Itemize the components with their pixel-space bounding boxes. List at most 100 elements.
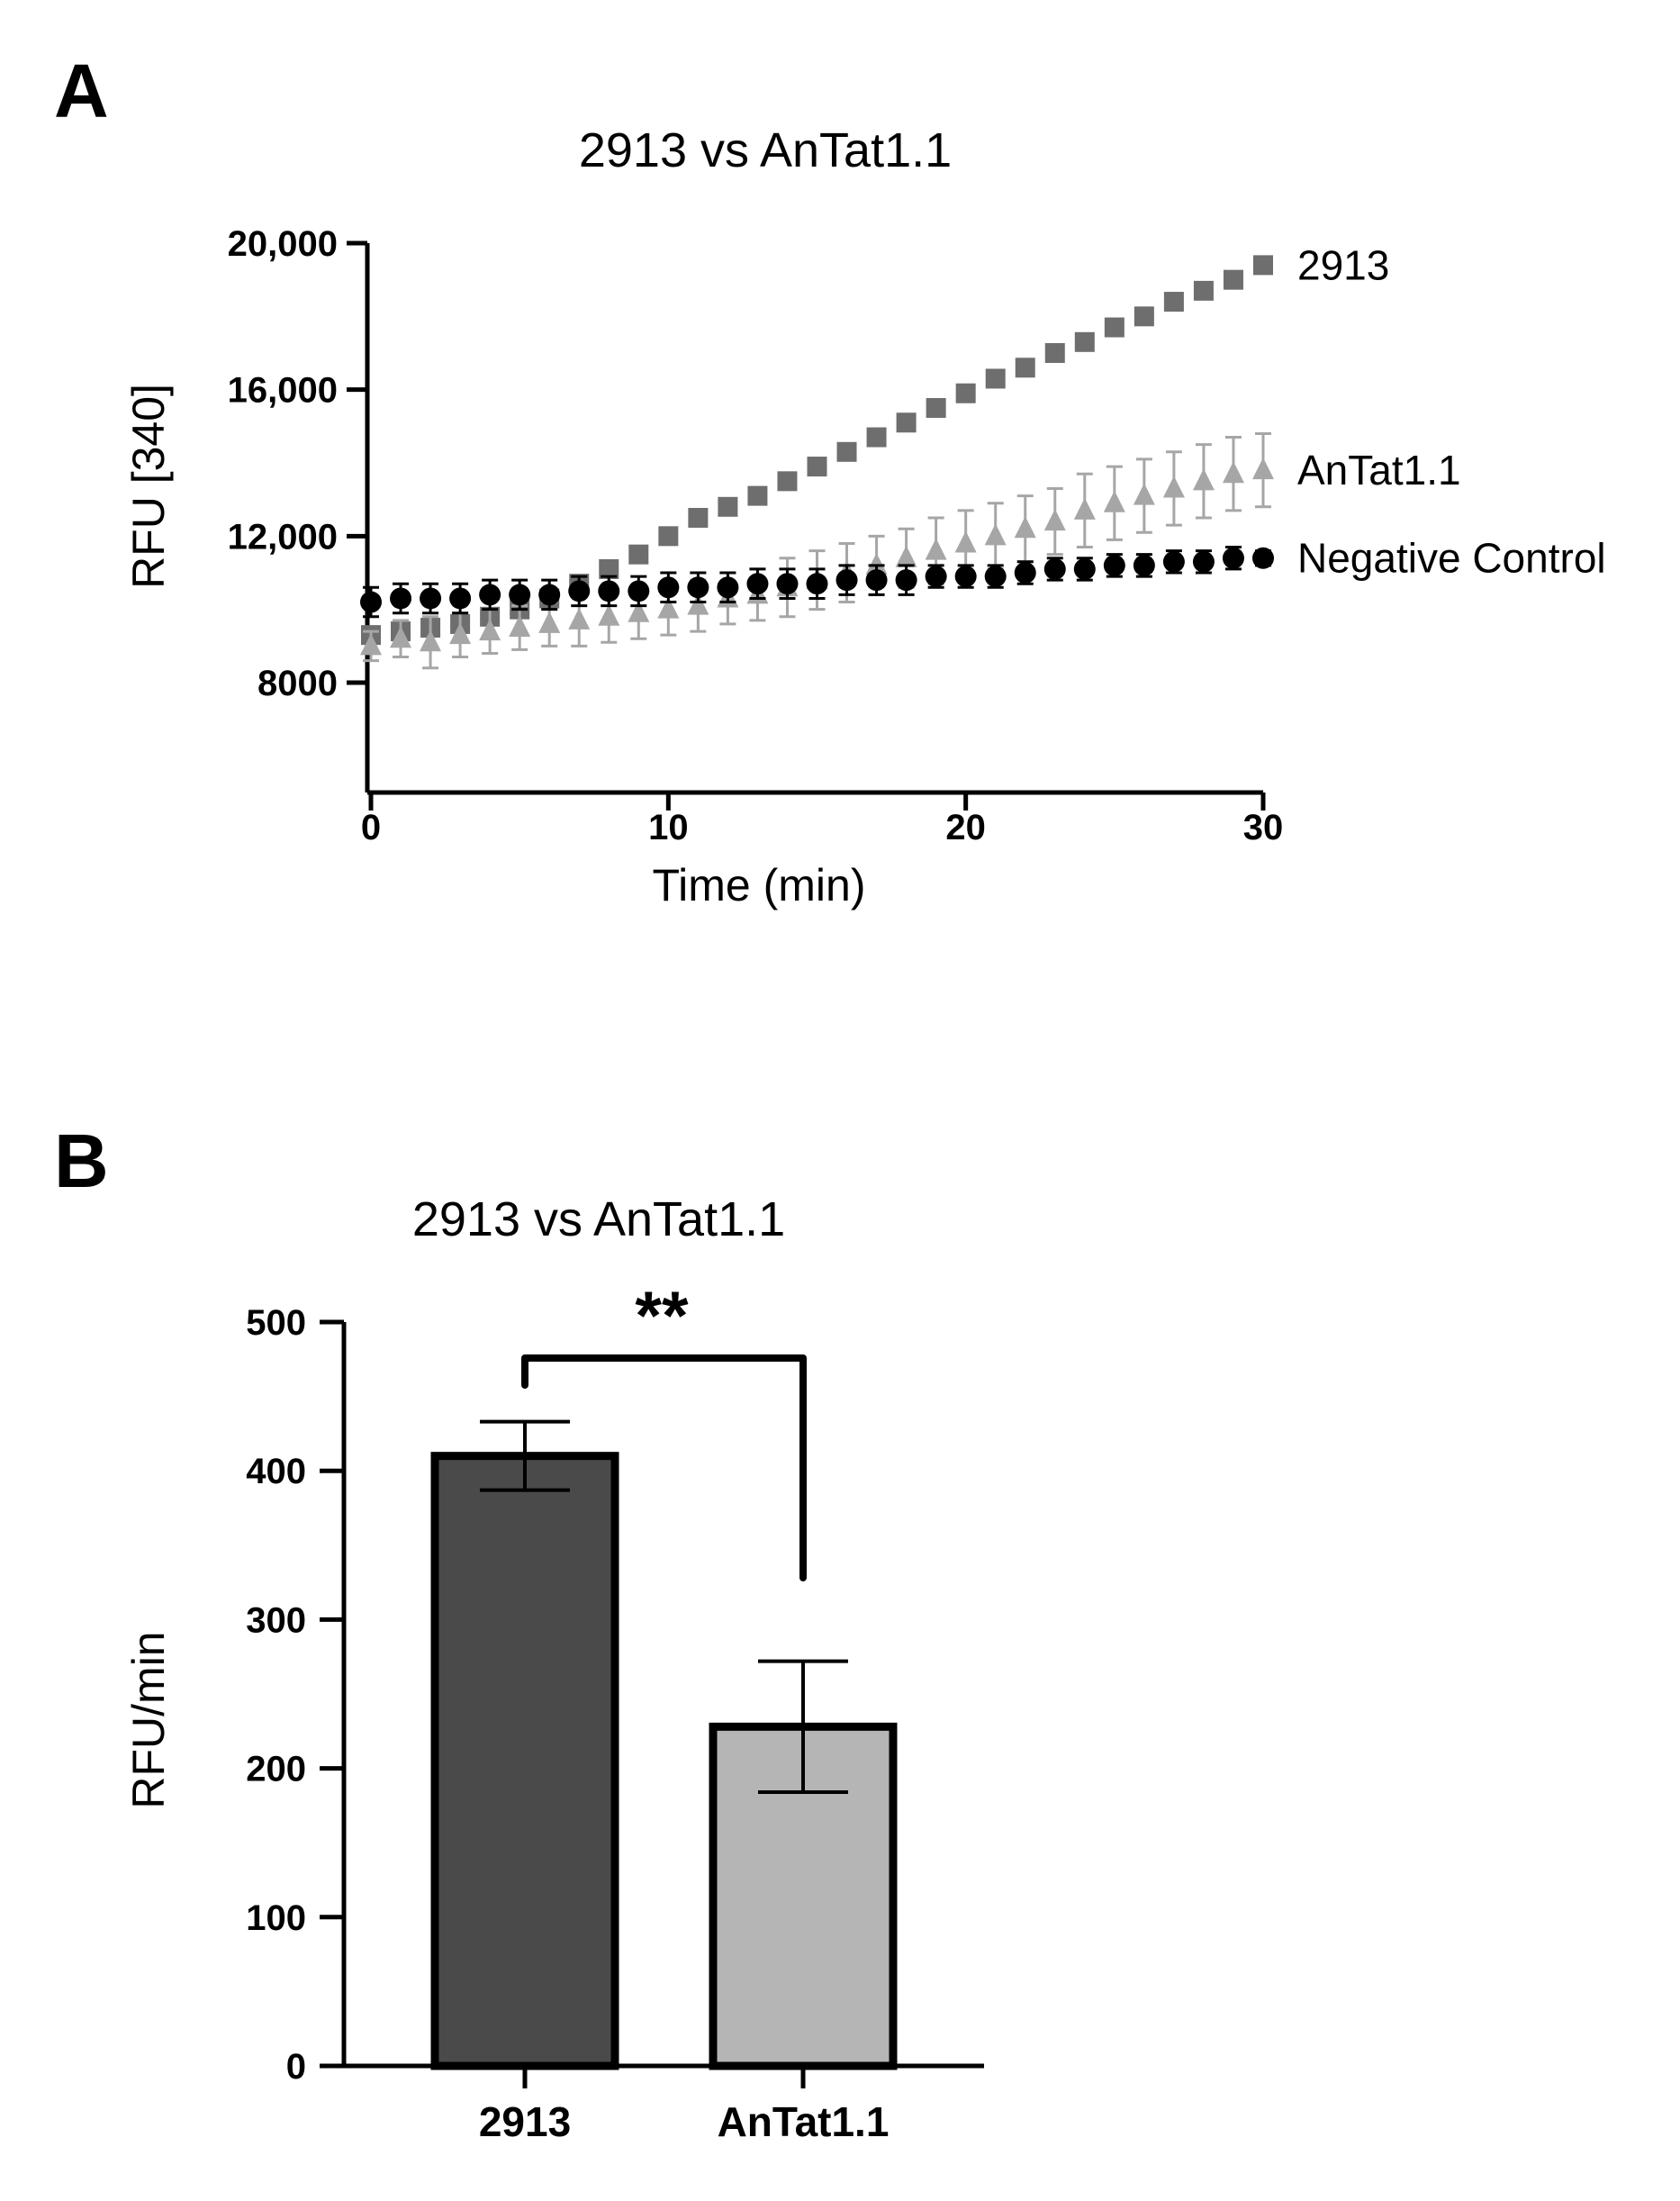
data-point: [420, 587, 442, 610]
data-point: [390, 587, 412, 610]
data-point: [1103, 490, 1125, 512]
data-point: [1252, 547, 1274, 569]
data-point: [1073, 497, 1096, 520]
panel-a-x-tick-label: 10: [648, 808, 689, 847]
data-point: [866, 427, 887, 448]
panel-a-x-tick-label: 20: [945, 808, 986, 847]
data-point: [806, 573, 828, 595]
panel-a-y-tick-label: 16,000: [228, 371, 338, 411]
data-point: [1014, 516, 1036, 539]
data-point: [360, 591, 382, 613]
data-point: [747, 485, 768, 506]
data-point: [1193, 280, 1214, 301]
panel-b-y-ticks: 0 100 200 300 400 500: [246, 1303, 344, 2087]
data-point: [479, 619, 501, 641]
data-point: [925, 566, 947, 588]
panel-a-y-axis-label: RFU [340]: [123, 384, 174, 589]
bar-2913: [430, 1452, 619, 2070]
data-point: [954, 566, 977, 588]
panel-b-letter: B: [54, 1119, 109, 1203]
panel-b-y-tick-label: 400: [246, 1452, 306, 1491]
data-point: [568, 580, 591, 602]
panel-a-y-tick-label: 8000: [257, 664, 338, 703]
data-point: [568, 607, 591, 630]
data-point: [1133, 554, 1155, 576]
data-point: [538, 611, 561, 633]
data-point: [509, 584, 531, 606]
data-point: [1192, 550, 1215, 573]
data-point: [746, 573, 769, 595]
data-point: [865, 552, 888, 575]
data-point: [925, 538, 947, 560]
panel-a-y-tick-label: 20,000: [228, 224, 338, 264]
data-point: [1044, 343, 1065, 363]
panel-b-y-tick-label: 200: [246, 1750, 306, 1789]
data-point: [390, 626, 412, 648]
data-point: [807, 457, 827, 477]
data-point: [628, 580, 650, 602]
data-point: [688, 508, 709, 528]
data-point: [954, 530, 977, 553]
data-point: [1162, 550, 1185, 573]
data-point: [1015, 358, 1035, 378]
data-point: [835, 569, 858, 592]
data-point: [776, 573, 799, 595]
data-point: [420, 630, 442, 652]
data-point: [1222, 461, 1244, 484]
data-point: [895, 545, 917, 567]
panel-b-bars: 2913 AnTat1.1: [430, 1354, 898, 2145]
panel-a-title: 2913 vs AnTat1.1: [579, 123, 952, 177]
data-point: [657, 596, 680, 619]
panel-a-x-tick-label: 30: [1243, 808, 1284, 847]
data-point: [687, 593, 709, 615]
data-point: [598, 580, 620, 602]
data-point: [1104, 317, 1125, 338]
category-label: AnTat1.1: [718, 2098, 890, 2145]
series-label: AnTat1.1: [1297, 447, 1461, 494]
panel-a-y-ticks: 8000 12,000 16,000 20,000: [228, 224, 367, 703]
data-point: [1014, 562, 1036, 584]
data-point: [538, 584, 561, 606]
data-point: [896, 412, 917, 433]
data-point: [1043, 557, 1066, 580]
data-point: [1192, 468, 1215, 491]
data-point: [449, 587, 472, 610]
panel-a-series: 2913 AnTat1.1 Negative Control: [360, 241, 1606, 670]
data-point: [984, 566, 1007, 588]
significance-label: **: [635, 1278, 689, 1354]
data-point: [865, 569, 888, 592]
panel-b-y-tick-label: 100: [246, 1898, 306, 1938]
significance-bracket: [521, 1354, 807, 1581]
data-point: [1134, 306, 1154, 327]
data-point: [1222, 547, 1244, 569]
data-point: [509, 615, 531, 637]
data-point: [598, 603, 620, 626]
data-point: [1223, 269, 1243, 290]
panel-b-y-tick-label: 500: [246, 1303, 306, 1343]
series-label: Negative Control: [1297, 535, 1606, 582]
series-label: 2913: [1297, 241, 1389, 288]
data-point: [836, 441, 857, 462]
data-point: [1074, 331, 1095, 352]
panel-a-x-tick-label: 0: [361, 808, 381, 847]
data-point: [657, 576, 680, 599]
data-point: [1043, 509, 1066, 531]
panel-a-y-tick-label: 12,000: [228, 517, 338, 557]
data-point: [479, 584, 501, 606]
data-point: [985, 368, 1006, 389]
panel-b-y-tick-label: 0: [286, 2047, 306, 2087]
data-point: [717, 576, 739, 599]
data-point: [599, 558, 619, 579]
data-point: [926, 398, 946, 418]
series-negative-control: Negative Control: [360, 535, 1606, 619]
panel-a-letter: A: [54, 49, 109, 133]
data-point: [687, 576, 709, 599]
series-2913: 2913: [361, 241, 1389, 646]
data-point: [449, 622, 472, 645]
data-point: [718, 496, 738, 517]
panel-b-y-axis-label: RFU/min: [123, 1631, 174, 1808]
series-antat1-1: AnTat1.1: [360, 431, 1461, 670]
panel-b-title: 2913 vs AnTat1.1: [412, 1192, 785, 1246]
data-point: [777, 471, 798, 492]
